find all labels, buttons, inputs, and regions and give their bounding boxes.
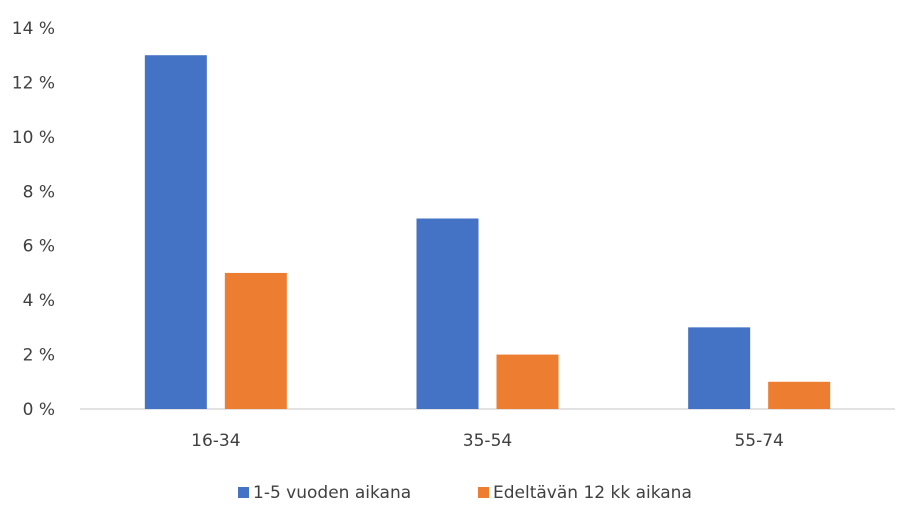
x-axis: 16-34 35-54 55-74 bbox=[191, 431, 784, 451]
bar-series-2-35-54 bbox=[496, 354, 559, 409]
bar-series-1-35-54 bbox=[416, 218, 479, 409]
y-tick-label: 12 % bbox=[12, 73, 55, 93]
legend-swatch bbox=[238, 487, 249, 498]
y-tick-label: 6 % bbox=[23, 237, 55, 257]
y-tick-label: 10 % bbox=[12, 128, 55, 148]
y-tick-label: 2 % bbox=[23, 346, 55, 366]
x-tick-label: 16-34 bbox=[191, 431, 240, 451]
y-tick-label: 0 % bbox=[23, 400, 55, 420]
y-tick-label: 4 % bbox=[23, 291, 55, 311]
y-axis: 0 % 2 % 4 % 6 % 8 % 10 % 12 % 14 % bbox=[12, 19, 895, 420]
bar-series-2-55-74 bbox=[768, 381, 831, 409]
y-tick-label: 8 % bbox=[23, 182, 55, 202]
legend: 1-5 vuoden aikana Edeltävän 12 kk aikana bbox=[238, 483, 692, 503]
y-tick-label: 14 % bbox=[12, 19, 55, 39]
bars bbox=[144, 55, 831, 409]
bar-series-1-55-74 bbox=[688, 327, 751, 409]
bar-series-1-16-34 bbox=[144, 55, 207, 409]
x-tick-label: 35-54 bbox=[463, 431, 512, 451]
x-tick-label: 55-74 bbox=[734, 431, 783, 451]
legend-label: 1-5 vuoden aikana bbox=[253, 483, 411, 503]
legend-label: Edeltävän 12 kk aikana bbox=[493, 483, 692, 503]
bar-series-2-16-34 bbox=[224, 272, 287, 409]
legend-swatch bbox=[478, 487, 489, 498]
